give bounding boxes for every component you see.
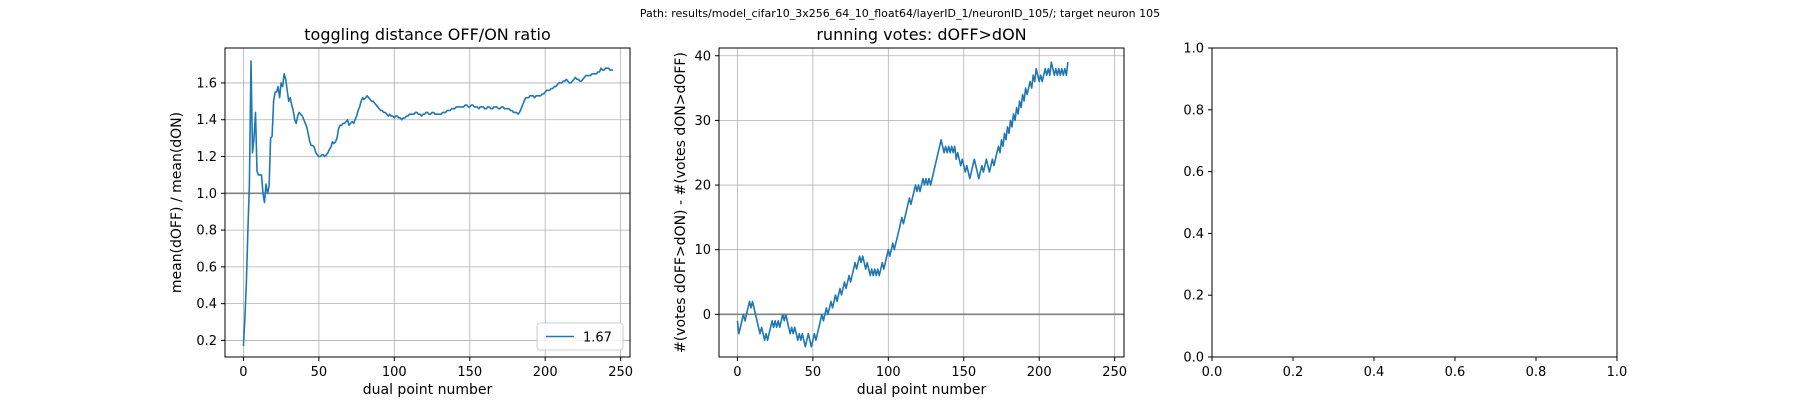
x-tick-label: 0.4 bbox=[1364, 365, 1385, 380]
y-tick-label: 30 bbox=[694, 114, 711, 129]
y-tick-label: 1.0 bbox=[196, 187, 217, 202]
chart-panel-3: 0.0 0.2 0.4 0.6 0.8 1.0 0.0 0.2 0.4 0.6 0.8 1.0 bbox=[1183, 42, 1627, 381]
axes-frame bbox=[1211, 47, 1618, 358]
figure-suptitle: Path: results/model_cifar10_3x256_64_10_… bbox=[640, 7, 1160, 20]
chart-title: toggling distance OFF/ON ratio bbox=[304, 25, 550, 44]
y-tick-label: 1.4 bbox=[196, 113, 217, 128]
y-tick-label: 0.6 bbox=[196, 260, 217, 275]
x-axis-label: dual point number bbox=[857, 382, 987, 398]
chart-panel-2: 0 50 100 150 200 250 0 10 20 30 40 running votes: d… bbox=[673, 25, 1127, 398]
y-tick-label: 20 bbox=[694, 179, 711, 194]
chart-panels: 0 50 100 150 200 2500.20.40.60.81.01.21.41.6t… bbox=[169, 25, 1627, 398]
x-tick-label: 0.8 bbox=[1526, 365, 1547, 380]
x-tick-label: 0.6 bbox=[1445, 365, 1466, 380]
y-tick-label: 0.8 bbox=[1183, 103, 1204, 118]
y-tick-label: 1.0 bbox=[1183, 42, 1204, 57]
legend: 1.67 bbox=[536, 322, 624, 351]
y-tick-label: 1.2 bbox=[196, 150, 217, 165]
y-axis-label: #(votes dOFF>dON) - #(votes dON>dOFF) bbox=[673, 52, 689, 353]
x-tick-label: 250 bbox=[608, 365, 633, 380]
x-tick-label: 250 bbox=[1102, 365, 1127, 380]
x-tick-label: 200 bbox=[533, 365, 558, 380]
x-tick-label: 150 bbox=[951, 365, 976, 380]
x-tick-label: 50 bbox=[311, 365, 328, 380]
x-axis-label: dual point number bbox=[363, 382, 493, 398]
x-tick-label: 100 bbox=[382, 365, 407, 380]
axes-frame bbox=[718, 47, 1125, 358]
y-tick-label: 0.8 bbox=[196, 224, 217, 239]
x-tick-label: 0.0 bbox=[1202, 365, 1223, 380]
y-tick-label: 0 bbox=[703, 308, 711, 323]
x-tick-label: 100 bbox=[876, 365, 901, 380]
x-tick-label: 50 bbox=[805, 365, 822, 380]
chart-panel-1: 0 50 100 150 200 250 0.2 0.4 0.6 0.8 1.0 1.2 1.4 1.6 t… bbox=[169, 25, 633, 398]
series-line bbox=[736, 61, 1069, 348]
x-tick-label: 1.0 bbox=[1607, 365, 1628, 380]
y-tick-label: 0.2 bbox=[1183, 289, 1204, 304]
y-tick-label: 40 bbox=[694, 49, 711, 64]
y-tick-label: 0.6 bbox=[1183, 165, 1204, 180]
y-tick-label: 1.6 bbox=[196, 76, 217, 91]
x-tick-label: 0.2 bbox=[1283, 365, 1304, 380]
y-tick-label: 0.4 bbox=[1183, 227, 1204, 242]
series-line bbox=[242, 60, 614, 347]
axes-frame bbox=[224, 47, 631, 358]
legend-box bbox=[536, 322, 624, 351]
x-tick-label: 0 bbox=[733, 365, 741, 380]
legend-entry: 1.67 bbox=[583, 331, 612, 346]
y-tick-label: 0.0 bbox=[1183, 351, 1204, 366]
y-tick-label: 0.4 bbox=[196, 297, 217, 312]
y-tick-label: 10 bbox=[694, 243, 711, 258]
x-tick-label: 0 bbox=[239, 365, 247, 380]
chart-title: running votes: dOFF>dON bbox=[816, 25, 1026, 44]
x-tick-label: 200 bbox=[1027, 365, 1052, 380]
y-axis-label: mean(dOFF) / mean(dON) bbox=[169, 112, 185, 293]
x-tick-label: 150 bbox=[457, 365, 482, 380]
y-tick-label: 0.2 bbox=[196, 334, 217, 349]
